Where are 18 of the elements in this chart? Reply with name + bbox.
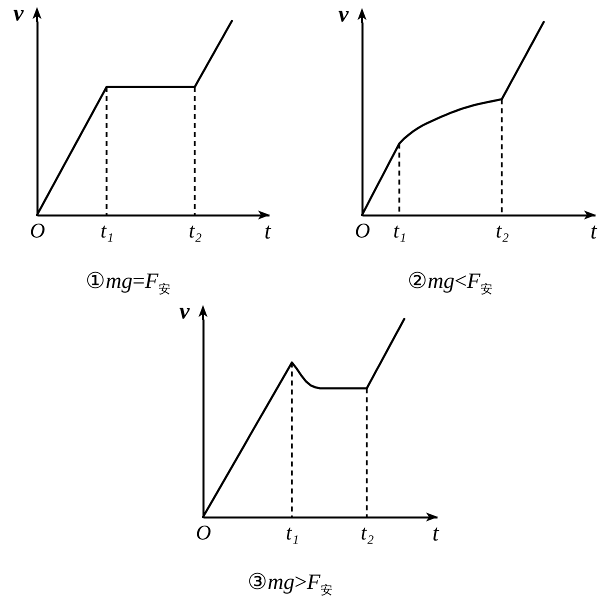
x-tick-label: t₂ (360, 520, 374, 544)
text: ②mg<F$_{安}$ (408, 268, 492, 296)
text: ③mg>F$_{安}$ (248, 569, 332, 598)
x-axis-title: t (590, 218, 598, 244)
x-tick-label: O (30, 218, 46, 242)
x-tick-label: t₁ (286, 520, 299, 544)
text: ①mg=F$_{安}$ (86, 268, 170, 296)
y-axis-title: v (179, 298, 190, 324)
x-tick-label: t₂ (496, 218, 509, 242)
x-tick-label: t₁ (100, 218, 114, 242)
x-tick-label: O (196, 520, 212, 544)
x-tick-label: t₁ (393, 218, 406, 242)
y-axis-title: v (13, 0, 24, 26)
x-axis-title: t (432, 520, 440, 546)
x-tick-label: t₂ (188, 218, 202, 242)
y-axis-title: v (338, 2, 350, 26)
x-tick-label: O (354, 218, 370, 242)
x-axis-title: t (264, 218, 272, 244)
